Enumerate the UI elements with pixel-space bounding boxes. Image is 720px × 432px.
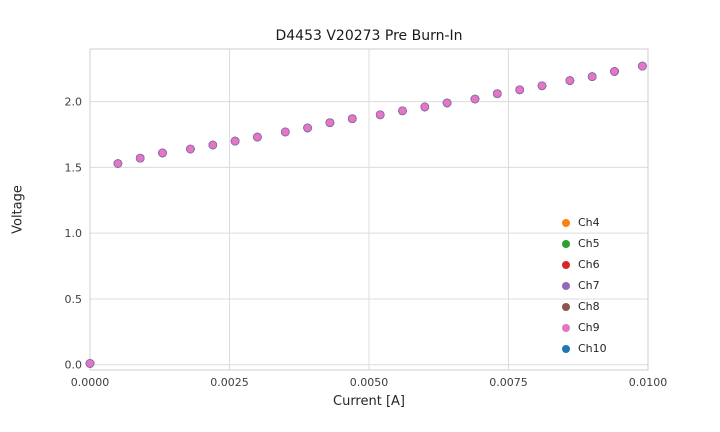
legend-label: Ch8 [578, 300, 600, 313]
legend: Ch4 Ch5 Ch6 Ch7 Ch8 Ch9 Ch10 [562, 212, 607, 359]
svg-text:2.0: 2.0 [65, 96, 83, 109]
legend-swatch-ch8 [562, 302, 570, 311]
svg-text:0.0025: 0.0025 [210, 376, 249, 389]
legend-label: Ch6 [578, 258, 600, 271]
chart-title: D4453 V20273 Pre Burn-In [275, 28, 463, 44]
legend-item-ch9: Ch9 [562, 317, 607, 338]
legend-item-ch7: Ch7 [562, 275, 607, 296]
svg-text:0.0050: 0.0050 [350, 376, 389, 389]
legend-item-ch5: Ch5 [562, 233, 607, 254]
svg-text:1.5: 1.5 [65, 161, 83, 174]
svg-text:0.5: 0.5 [65, 293, 83, 306]
legend-label: Ch5 [578, 237, 600, 250]
legend-item-ch10: Ch10 [562, 338, 607, 359]
legend-label: Ch7 [578, 279, 600, 292]
svg-text:0.0000: 0.0000 [71, 376, 110, 389]
svg-text:0.0075: 0.0075 [489, 376, 528, 389]
legend-label: Ch10 [578, 342, 607, 355]
x-axis-label: Current [A] [333, 394, 405, 409]
legend-swatch-ch6 [562, 260, 570, 269]
legend-item-ch6: Ch6 [562, 254, 607, 275]
legend-item-ch8: Ch8 [562, 296, 607, 317]
legend-swatch-ch4 [562, 218, 570, 227]
legend-swatch-ch10 [562, 344, 570, 353]
svg-text:1.0: 1.0 [65, 227, 83, 240]
legend-swatch-ch7 [562, 281, 570, 290]
legend-label: Ch9 [578, 321, 600, 334]
legend-swatch-ch9 [562, 323, 570, 332]
svg-text:0.0100: 0.0100 [629, 376, 668, 389]
legend-item-ch4: Ch4 [562, 212, 607, 233]
svg-text:0.0: 0.0 [65, 359, 83, 372]
y-axis-label: Voltage [10, 185, 26, 234]
legend-label: Ch4 [578, 216, 600, 229]
legend-swatch-ch5 [562, 239, 570, 248]
